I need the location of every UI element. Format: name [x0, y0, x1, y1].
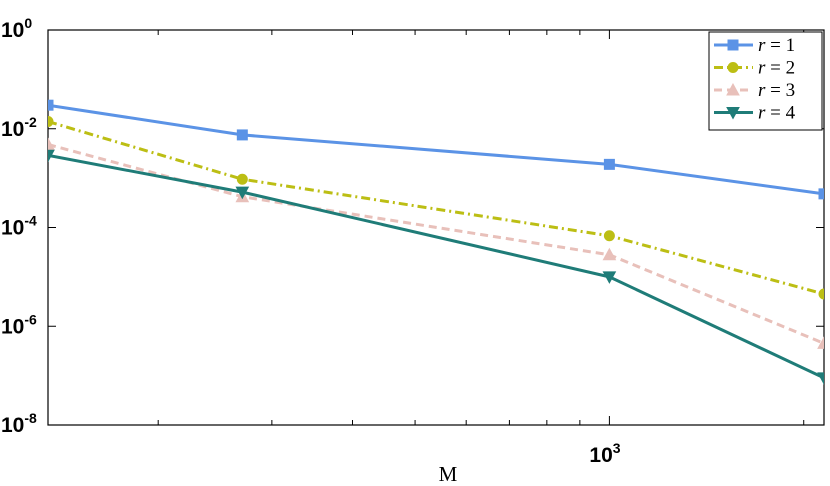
data-point	[48, 116, 54, 128]
legend-label: r = 3	[758, 80, 795, 101]
data-point	[603, 230, 615, 242]
legend-marker	[726, 107, 740, 120]
data-point	[818, 288, 824, 300]
legend-marker	[727, 62, 739, 73]
y-tick-label: 10-2	[1, 114, 37, 141]
data-point	[236, 173, 248, 185]
data-point	[603, 158, 615, 170]
legend-marker	[727, 39, 739, 51]
series-line	[48, 153, 824, 380]
data-point	[817, 372, 824, 385]
x-tick-label: 103	[589, 440, 620, 467]
data-point	[235, 186, 250, 200]
data-point	[817, 336, 824, 349]
x-axis-title: M	[439, 462, 458, 486]
data-point	[602, 271, 617, 284]
legend-label: r = 1	[758, 35, 795, 56]
y-tick-label: 100	[1, 15, 32, 42]
data-point	[236, 129, 248, 141]
series-line	[48, 143, 824, 345]
legend: r = 1r = 2r = 3r = 4	[708, 31, 823, 131]
y-tick-label: 10-4	[1, 213, 37, 240]
data-point	[48, 137, 55, 150]
series-line	[48, 103, 824, 196]
series-line	[48, 120, 824, 296]
data-point	[48, 149, 55, 163]
series-layer	[48, 99, 824, 385]
legend-label: r = 4	[758, 103, 796, 124]
legend-label: r = 2	[758, 58, 795, 79]
data-point	[48, 99, 54, 111]
y-tick-label: 10-8	[1, 410, 37, 437]
axes: 100 10-2 10-4 10-6 10-8 103 M	[1, 15, 825, 486]
legend-marker	[726, 82, 740, 96]
data-point	[818, 188, 824, 200]
y-tick-label: 10-6	[1, 311, 37, 338]
data-point	[602, 247, 617, 261]
